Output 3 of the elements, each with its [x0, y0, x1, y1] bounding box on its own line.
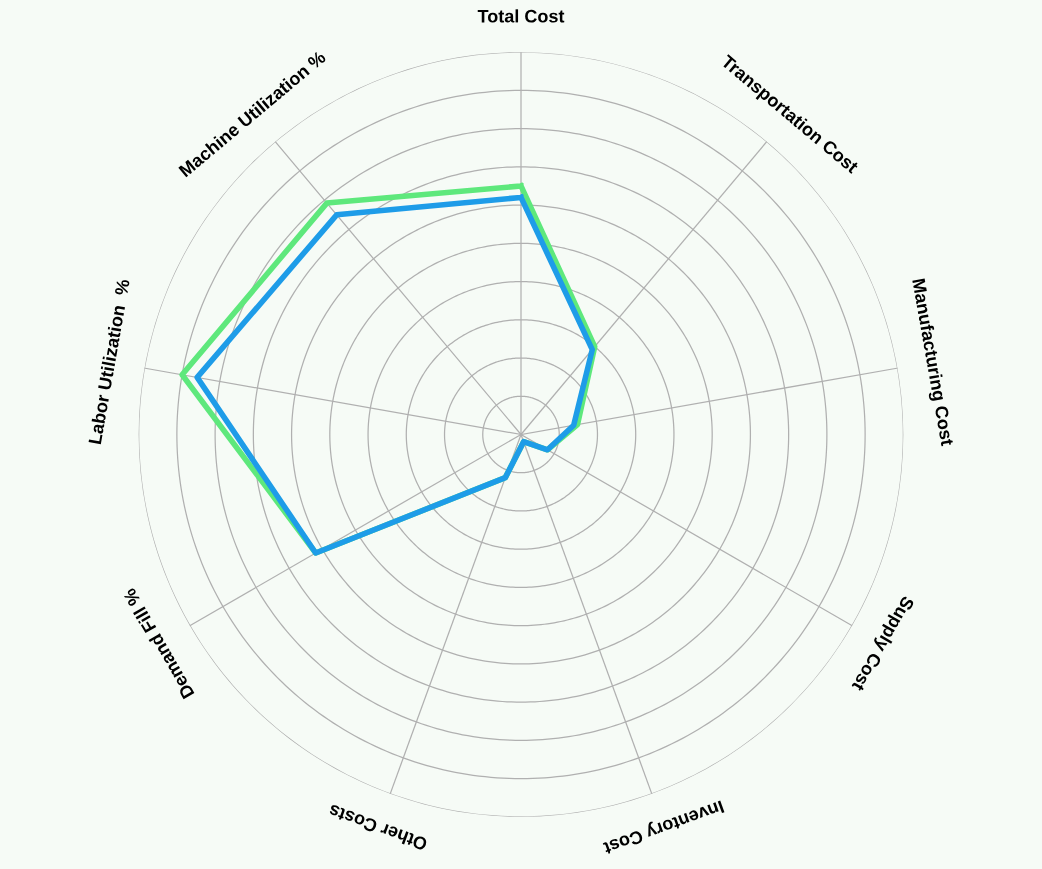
spoke-label: Total Cost — [477, 9, 565, 23]
spoke-label: Labor Utilization % — [87, 278, 130, 445]
spoke-label: Other Costs — [327, 804, 428, 852]
